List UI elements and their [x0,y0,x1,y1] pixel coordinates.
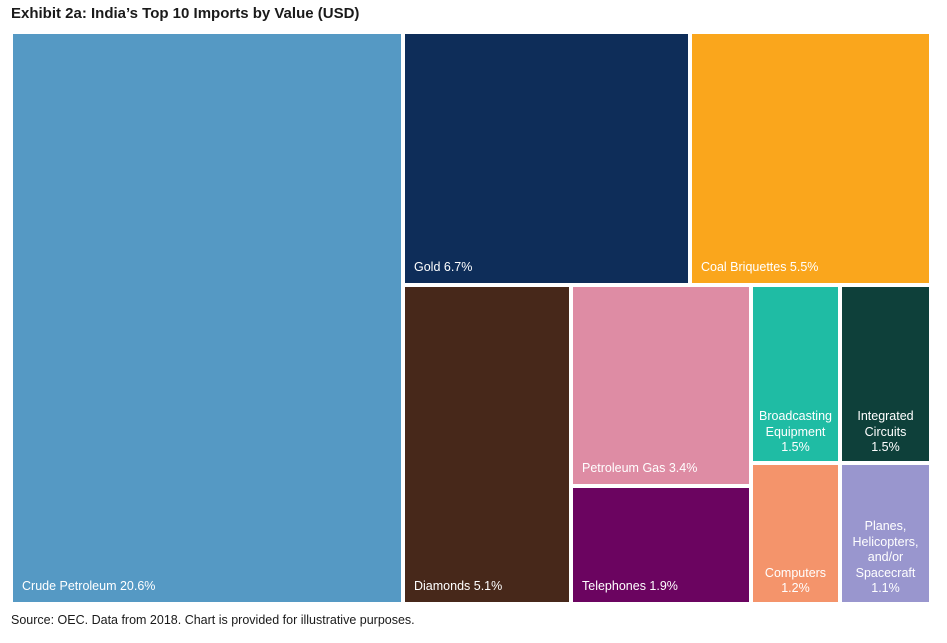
treemap-tile-computers: Computers 1.2% [753,465,838,602]
treemap-tile-petroleum-gas: Petroleum Gas 3.4% [573,287,749,484]
treemap-tile-crude-petroleum: Crude Petroleum 20.6% [13,34,401,602]
treemap-tile-label: Broadcasting Equipment 1.5% [759,409,832,455]
source-note: Source: OEC. Data from 2018. Chart is pr… [11,613,415,627]
treemap-tile-telephones: Telephones 1.9% [573,488,749,602]
treemap-tile-integrated-circuits: Integrated Circuits 1.5% [842,287,929,461]
treemap-tile-label: Crude Petroleum 20.6% [22,579,156,594]
treemap-tile-label: Gold 6.7% [414,260,473,275]
treemap-tile-label: Petroleum Gas 3.4% [582,461,698,476]
treemap-tile-planes-helicopters-spacecraft: Planes, Helicopters, and/or Spacecraft 1.1% [842,465,929,602]
treemap-tile-label: Telephones 1.9% [582,579,678,594]
treemap-tile-label: Planes, Helicopters, and/or Spacecraft 1.1% [852,518,919,596]
treemap-tile-broadcasting-equipment: Broadcasting Equipment 1.5% [753,287,838,461]
treemap-tile-diamonds: Diamonds 5.1% [405,287,569,602]
chart-title: Exhibit 2a: India’s Top 10 Imports by Va… [11,5,360,22]
treemap-tile-label: Diamonds 5.1% [414,579,503,594]
treemap-tile-label: Integrated Circuits 1.5% [857,409,914,455]
treemap-tile-label: Computers 1.2% [764,565,827,596]
treemap-tile-gold: Gold 6.7% [405,34,688,283]
treemap-tile-label: Coal Briquettes 5.5% [701,260,819,275]
treemap-chart: Crude Petroleum 20.6% Gold 6.7% Coal Briqu… [13,34,929,602]
treemap-tile-coal-briquettes: Coal Briquettes 5.5% [692,34,929,283]
